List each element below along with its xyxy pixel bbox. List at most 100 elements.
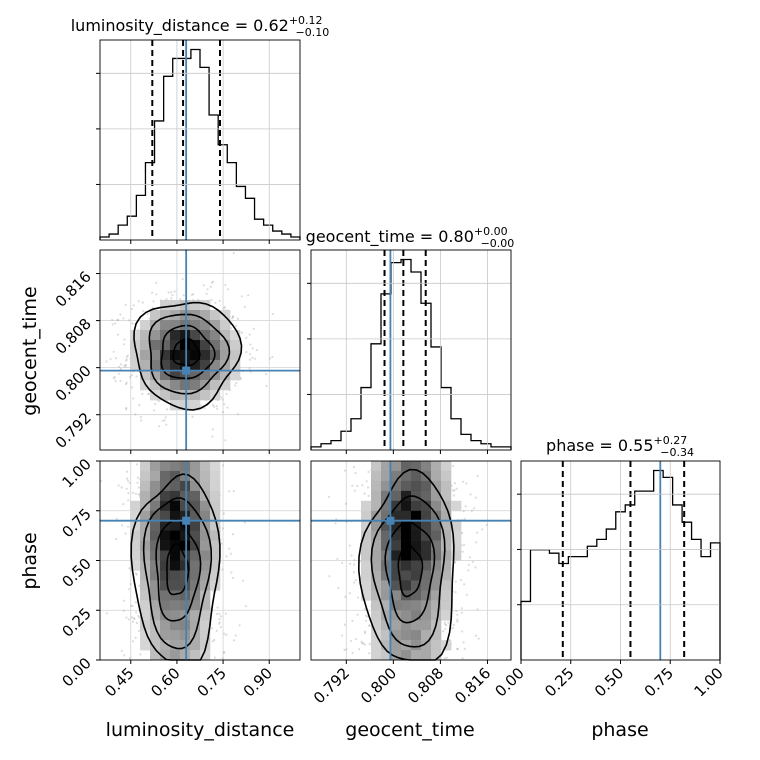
sample-point xyxy=(125,408,128,411)
density-cell xyxy=(391,470,402,482)
sample-point xyxy=(360,640,363,644)
density-cell xyxy=(361,580,372,591)
sample-point xyxy=(334,522,337,525)
density-cell xyxy=(180,340,191,351)
sample-point xyxy=(455,610,458,613)
density-cell xyxy=(401,610,412,621)
sample-point xyxy=(141,301,144,304)
y-tick-label: 0.00 xyxy=(58,654,94,690)
sample-point xyxy=(240,295,243,298)
density-cell xyxy=(401,620,412,631)
density-cell xyxy=(200,610,211,621)
panel-frame xyxy=(310,249,512,451)
sample-point xyxy=(452,626,455,629)
sample-point xyxy=(357,596,360,599)
hist-step-phase xyxy=(520,469,721,660)
sample-point xyxy=(220,542,223,545)
density-cell xyxy=(150,600,161,611)
density-cell xyxy=(220,380,231,391)
density-cell xyxy=(220,310,231,321)
sample-point xyxy=(353,489,356,492)
sample-point xyxy=(462,480,465,483)
sample-point xyxy=(460,611,463,614)
sample-point xyxy=(131,322,134,325)
sample-point xyxy=(362,642,365,645)
density-cell xyxy=(411,630,422,641)
sample-point xyxy=(464,505,467,508)
sample-point xyxy=(485,523,488,527)
sample-point xyxy=(127,525,130,528)
sample-point xyxy=(454,561,457,564)
density-cell xyxy=(200,300,211,311)
sample-point xyxy=(132,617,135,620)
density-cell xyxy=(150,640,161,651)
sample-point xyxy=(481,528,484,531)
sample-point xyxy=(225,555,228,558)
sample-point xyxy=(105,360,108,363)
density-cell xyxy=(160,550,171,561)
density-cell xyxy=(391,650,402,661)
density-cell xyxy=(160,350,171,361)
density-cell xyxy=(160,461,171,472)
density-cell xyxy=(190,480,201,492)
sample-point xyxy=(460,607,463,610)
density-cell xyxy=(210,360,221,371)
sample-point xyxy=(134,572,137,575)
sample-point xyxy=(232,252,235,255)
density-cell xyxy=(411,510,422,522)
density-cell xyxy=(170,630,181,641)
sample-point xyxy=(353,581,356,584)
contour-line xyxy=(397,543,424,598)
density-cell xyxy=(431,550,442,561)
density-cell xyxy=(140,620,151,631)
density-cell xyxy=(170,500,181,512)
sample-point xyxy=(213,656,216,659)
density-cell xyxy=(381,630,392,641)
sample-point xyxy=(218,299,221,302)
sample-point xyxy=(205,292,208,295)
sample-point xyxy=(223,305,226,309)
density-cell xyxy=(150,320,161,331)
sample-point xyxy=(138,403,141,407)
sample-point xyxy=(222,512,225,515)
sample-point xyxy=(356,613,359,616)
density-cell xyxy=(140,600,151,611)
sample-point xyxy=(349,639,352,643)
density-cell xyxy=(381,470,392,482)
sample-point xyxy=(348,592,351,595)
sample-point xyxy=(206,288,209,291)
sample-point xyxy=(245,336,248,339)
density-cell xyxy=(150,470,161,482)
sample-point xyxy=(128,481,131,484)
sample-point xyxy=(456,620,459,623)
contour-line xyxy=(160,324,216,380)
density-cell xyxy=(180,650,191,661)
density-cell xyxy=(180,390,191,401)
density-cell xyxy=(421,590,432,601)
sample-point xyxy=(265,384,268,388)
sample-point xyxy=(157,400,160,403)
density-cell xyxy=(170,610,181,621)
sample-point xyxy=(352,571,356,574)
sample-point xyxy=(221,568,224,571)
density-cell xyxy=(220,330,231,341)
density-cell xyxy=(180,520,191,531)
density-cell xyxy=(421,490,432,502)
density-cell xyxy=(391,620,402,631)
density-cell xyxy=(150,650,161,661)
density-cell xyxy=(361,530,372,541)
sample-point xyxy=(148,317,151,320)
density-cell xyxy=(441,560,452,571)
sample-point xyxy=(133,617,136,621)
density-cell xyxy=(210,500,221,512)
density-cell xyxy=(431,540,442,551)
density-cell xyxy=(220,340,231,351)
sample-point xyxy=(137,486,140,489)
contour-line xyxy=(133,301,243,411)
density-cell xyxy=(391,530,402,541)
sample-point xyxy=(115,537,118,541)
sample-point xyxy=(359,560,362,563)
density-cell xyxy=(441,461,452,472)
sample-point xyxy=(142,310,145,313)
sample-point xyxy=(116,333,120,336)
